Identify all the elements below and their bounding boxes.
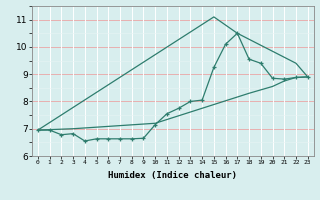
X-axis label: Humidex (Indice chaleur): Humidex (Indice chaleur) <box>108 171 237 180</box>
